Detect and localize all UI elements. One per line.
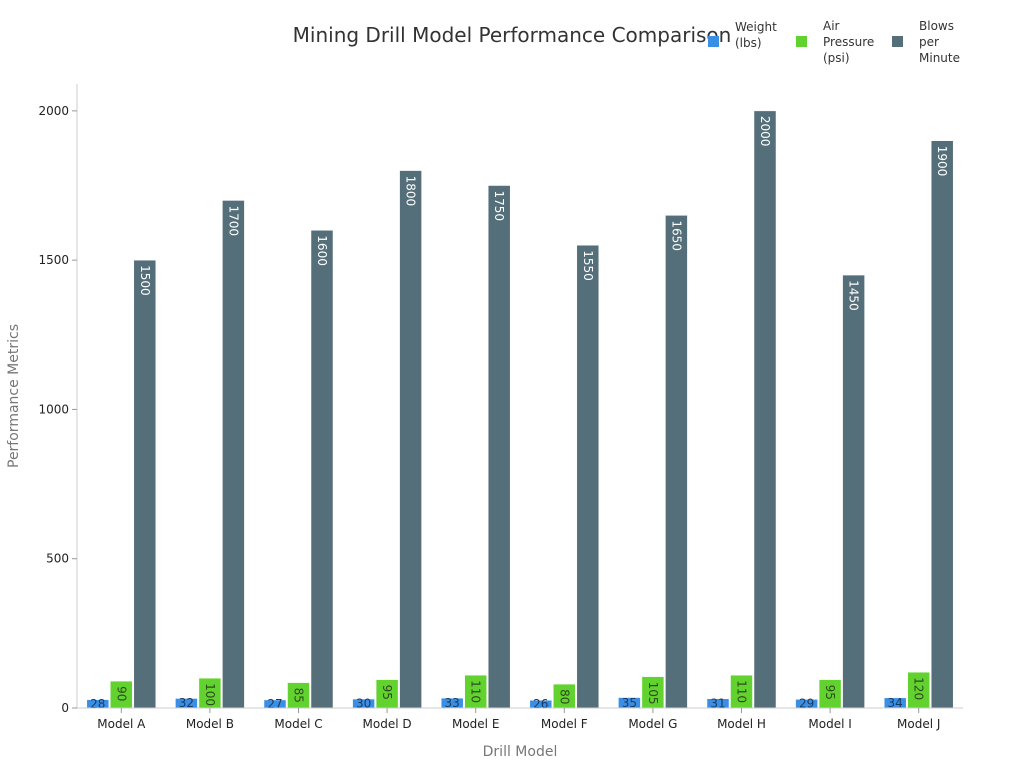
y-tick-label: 500 <box>46 552 69 566</box>
bar-value-label: 29 <box>799 697 814 711</box>
y-tick-label: 1500 <box>38 253 69 267</box>
legend-label: Blows per Minute <box>919 19 960 65</box>
x-tick-label: Model H <box>717 717 766 731</box>
y-axis: 0 500 1000 1500 2000 <box>38 84 78 715</box>
x-axis: Model A Model B Model C Model D Model E Model… <box>77 707 963 731</box>
bar <box>665 215 688 709</box>
bar-value-label: 110 <box>735 680 749 703</box>
legend: Weight (lbs) Air Pressure (psi) Blows per Minut… <box>708 19 960 65</box>
legend-item: Air Pressure (psi) <box>796 19 874 65</box>
bar-value-label: 31 <box>710 696 725 710</box>
bar-value-label: 1750 <box>492 191 506 222</box>
bar-value-label: 1900 <box>935 146 949 177</box>
legend-label: Weight (lbs) <box>735 20 777 50</box>
y-tick-label: 1000 <box>38 402 69 416</box>
legend-swatch <box>708 36 719 47</box>
x-tick-label: Model E <box>452 717 499 731</box>
bar-value-label: 32 <box>179 696 194 710</box>
bar <box>399 170 422 709</box>
bar-value-label: 30 <box>356 697 371 711</box>
bar-value-label: 95 <box>823 685 837 700</box>
bar-value-label: 1500 <box>138 265 152 296</box>
bar-value-label: 95 <box>380 685 394 700</box>
x-tick-label: Model C <box>274 717 322 731</box>
bar <box>222 200 245 709</box>
x-tick-label: Model A <box>97 717 146 731</box>
bar-value-label: 2000 <box>758 116 772 147</box>
bar-value-label: 1800 <box>404 176 418 207</box>
bar-value-label: 100 <box>203 683 217 706</box>
chart-title: Mining Drill Model Performance Compariso… <box>293 23 732 47</box>
bar-value-label: 1450 <box>847 280 861 311</box>
bar-value-label: 27 <box>267 697 282 711</box>
bar-value-label: 1600 <box>315 235 329 266</box>
bar-value-label: 105 <box>646 682 660 705</box>
x-tick-label: Model B <box>186 717 234 731</box>
x-tick-label: Model I <box>808 717 851 731</box>
x-tick-label: Model J <box>897 717 940 731</box>
bar-value-label: 1650 <box>669 220 683 251</box>
bar <box>310 230 334 709</box>
plot-area: 28 90 1500 32 100 1700 27 85 1600 30 95 1800 33 110 17… <box>86 110 954 711</box>
x-tick-label: Model G <box>628 717 677 731</box>
bar-value-label: 85 <box>292 688 306 703</box>
x-tick-label: Model D <box>363 717 412 731</box>
y-tick-label: 2000 <box>38 104 69 118</box>
legend-label: Air Pressure (psi) <box>823 19 874 65</box>
bar-value-label: 1550 <box>581 250 595 281</box>
bar <box>576 244 600 709</box>
x-tick-label: Model F <box>541 717 588 731</box>
legend-item: Blows per Minute <box>892 19 960 65</box>
y-axis-title: Performance Metrics <box>6 324 22 468</box>
bar-value-label: 35 <box>622 696 637 710</box>
bar <box>842 274 865 709</box>
bar-value-label: 110 <box>469 680 483 703</box>
bar <box>753 110 777 709</box>
bar-value-label: 33 <box>445 696 460 710</box>
bar <box>930 140 954 709</box>
legend-swatch <box>892 36 903 47</box>
bar-value-label: 26 <box>533 697 548 711</box>
bar-value-label: 80 <box>557 689 571 704</box>
bar-value-label: 34 <box>888 696 903 710</box>
y-tick-label: 0 <box>61 701 69 715</box>
bar <box>487 185 511 709</box>
bar <box>133 259 157 709</box>
bar-value-label: 120 <box>912 677 926 700</box>
legend-swatch <box>796 36 807 47</box>
bar-value-label: 28 <box>90 697 105 711</box>
bar-value-label: 1700 <box>226 205 240 236</box>
x-axis-title: Drill Model <box>483 744 558 760</box>
bar-value-label: 90 <box>114 686 128 701</box>
legend-item: Weight (lbs) <box>708 20 777 50</box>
